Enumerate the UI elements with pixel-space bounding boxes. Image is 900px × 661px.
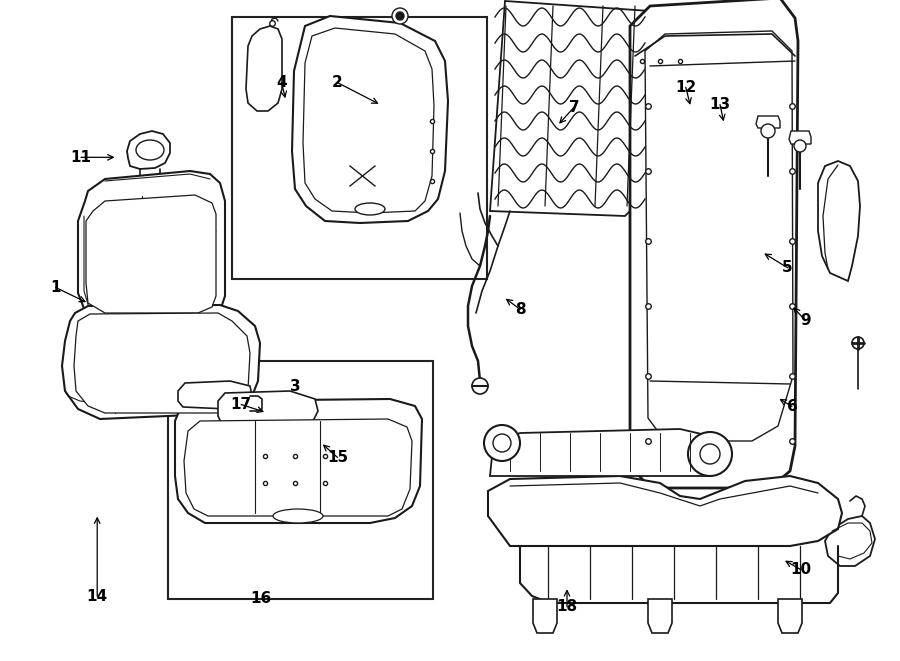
Text: 6: 6 [787,399,797,414]
Polygon shape [178,381,252,409]
Text: 15: 15 [327,450,348,465]
Polygon shape [292,16,448,223]
Text: 2: 2 [332,75,343,90]
Polygon shape [825,516,875,566]
Polygon shape [246,26,282,111]
Polygon shape [789,131,811,144]
Text: 5: 5 [782,260,793,275]
Bar [168,361,433,599]
Text: 8: 8 [515,302,526,317]
Polygon shape [645,31,793,441]
Circle shape [484,425,520,461]
Text: 16: 16 [250,591,272,605]
Text: 10: 10 [790,563,812,577]
Text: 9: 9 [800,313,811,328]
Circle shape [852,337,864,349]
Polygon shape [62,305,260,419]
Polygon shape [86,195,216,313]
Polygon shape [490,429,720,476]
Circle shape [688,432,732,476]
Polygon shape [648,599,672,633]
Ellipse shape [273,509,323,523]
Text: 17: 17 [230,397,252,412]
Polygon shape [218,391,318,426]
Bar [232,17,487,279]
Text: 18: 18 [556,600,578,614]
Polygon shape [533,599,557,633]
Text: 7: 7 [569,100,580,114]
Polygon shape [127,131,170,169]
Text: 13: 13 [709,97,731,112]
Polygon shape [778,599,802,633]
Circle shape [761,124,775,138]
Text: 3: 3 [290,379,301,394]
Polygon shape [756,116,780,128]
Polygon shape [74,313,250,413]
Circle shape [700,444,720,464]
Polygon shape [488,476,842,546]
Circle shape [493,434,511,452]
Text: 4: 4 [276,75,287,90]
Ellipse shape [136,140,164,160]
Polygon shape [184,419,412,516]
Text: 14: 14 [86,589,108,603]
Polygon shape [630,0,798,488]
Ellipse shape [355,203,385,215]
Polygon shape [490,1,650,216]
Circle shape [794,140,806,152]
Polygon shape [78,171,225,321]
Circle shape [472,378,488,394]
Text: 1: 1 [50,280,61,295]
Polygon shape [175,399,422,523]
Text: 12: 12 [675,80,697,95]
Polygon shape [818,161,860,281]
Circle shape [396,12,404,20]
Circle shape [392,8,408,24]
Polygon shape [303,28,434,213]
Text: 11: 11 [70,150,92,165]
